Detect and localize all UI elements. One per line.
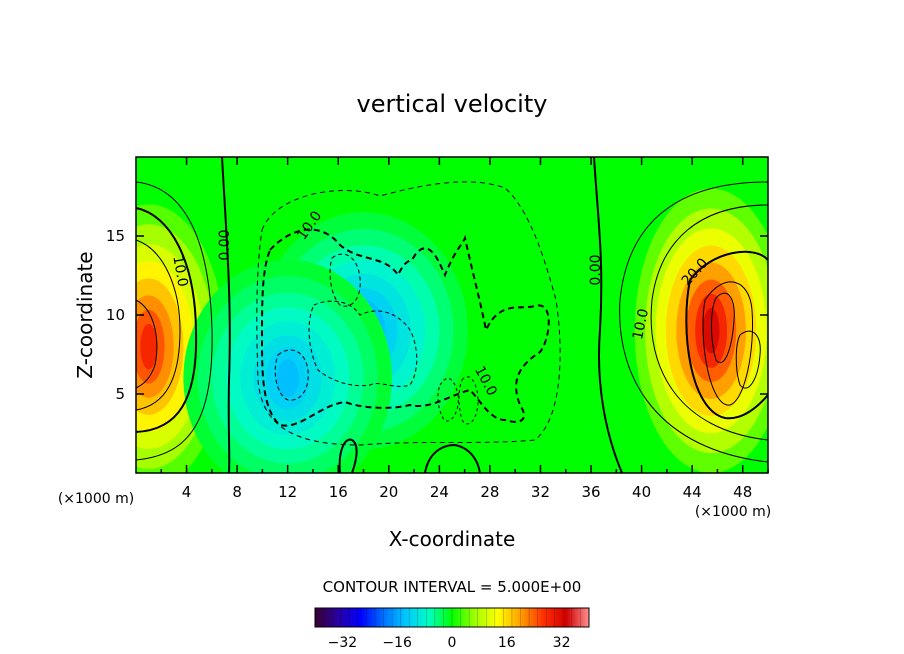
contour-neg5: [256, 181, 561, 446]
x-tick-label: 12: [278, 483, 297, 501]
x-tick-label: 28: [480, 483, 499, 501]
downdraft-band: [276, 359, 300, 398]
chart-title: vertical velocity: [357, 90, 548, 118]
contour-15: [136, 239, 181, 411]
colorbar-tick-labels: −32 −16 0 16 32: [328, 635, 571, 651]
contour-label: 0.00: [217, 229, 233, 260]
contour-neg15: [458, 376, 479, 425]
x-tick-label: 44: [683, 483, 702, 501]
x-tick-label: 8: [232, 483, 242, 501]
contour-20: [136, 299, 158, 389]
contour-10: [136, 207, 198, 433]
zero-contour: [593, 157, 623, 473]
colorbar-tick-label: 0: [448, 635, 457, 651]
x-axis-unit-right: (×1000 m): [695, 504, 771, 520]
colorbar-tick-label: −32: [328, 635, 358, 651]
contour-neg15: [308, 300, 418, 387]
zero-contour: [338, 438, 358, 473]
zero-contour: [424, 443, 481, 473]
contour-interval-label: CONTOUR INTERVAL = 5.000E+00: [323, 578, 582, 596]
x-axis-label: X-coordinate: [389, 527, 516, 551]
contour-label: 0.00: [588, 254, 604, 285]
contour-10: [650, 204, 768, 441]
y-tick-label: 15: [106, 227, 125, 245]
colorbar-tick-label: 16: [498, 635, 516, 651]
colorbar-tick-label: 32: [553, 635, 571, 651]
contour-20: [685, 250, 768, 420]
colorbar: −32 −16 0 16 32: [314, 607, 590, 651]
x-tick-label: 48: [733, 483, 752, 501]
colorbar-stripes: [323, 608, 581, 627]
contour-lines: [136, 157, 768, 473]
contour-neg15: [437, 378, 459, 422]
contour-5: [619, 181, 768, 463]
x-tick-label: 32: [531, 483, 550, 501]
x-tick-label: 16: [329, 483, 348, 501]
plot-area: 10.0 0.00 10.0 10.0 0.00 10.0 20.0: [136, 157, 768, 473]
x-tick-label: 24: [430, 483, 449, 501]
y-axis-label: Z-coordinate: [73, 251, 97, 378]
x-tick-label: 36: [581, 483, 600, 501]
x-tick-label: 40: [632, 483, 651, 501]
updraft-band: [140, 323, 157, 370]
contour-label: 10.0: [630, 307, 652, 341]
contour-neg10: [261, 228, 550, 427]
zero-contour: [221, 157, 231, 473]
y-tick-label: 10: [106, 306, 125, 324]
axis-ticks: [136, 157, 769, 473]
x-axis-unit-left: (×1000 m): [58, 491, 134, 507]
x-tick-label: 20: [379, 483, 398, 501]
contour-label: 10.0: [169, 255, 190, 288]
y-tick-label: 5: [115, 385, 125, 403]
contour-25: [702, 281, 754, 406]
colorbar-tick-label: −16: [382, 635, 412, 651]
contour-30: [711, 292, 735, 363]
contour-30: [735, 330, 761, 389]
contour-5: [136, 181, 213, 461]
contour-neg15: [274, 349, 309, 401]
colorbar-frame: [314, 607, 590, 628]
x-tick-labels: 4 8 12 16 20 24 28 32 36 40 44 48: [182, 483, 752, 501]
y-tick-labels: 5 10 15: [106, 227, 125, 403]
velocity-field: [136, 188, 768, 473]
x-tick-label: 4: [182, 483, 192, 501]
